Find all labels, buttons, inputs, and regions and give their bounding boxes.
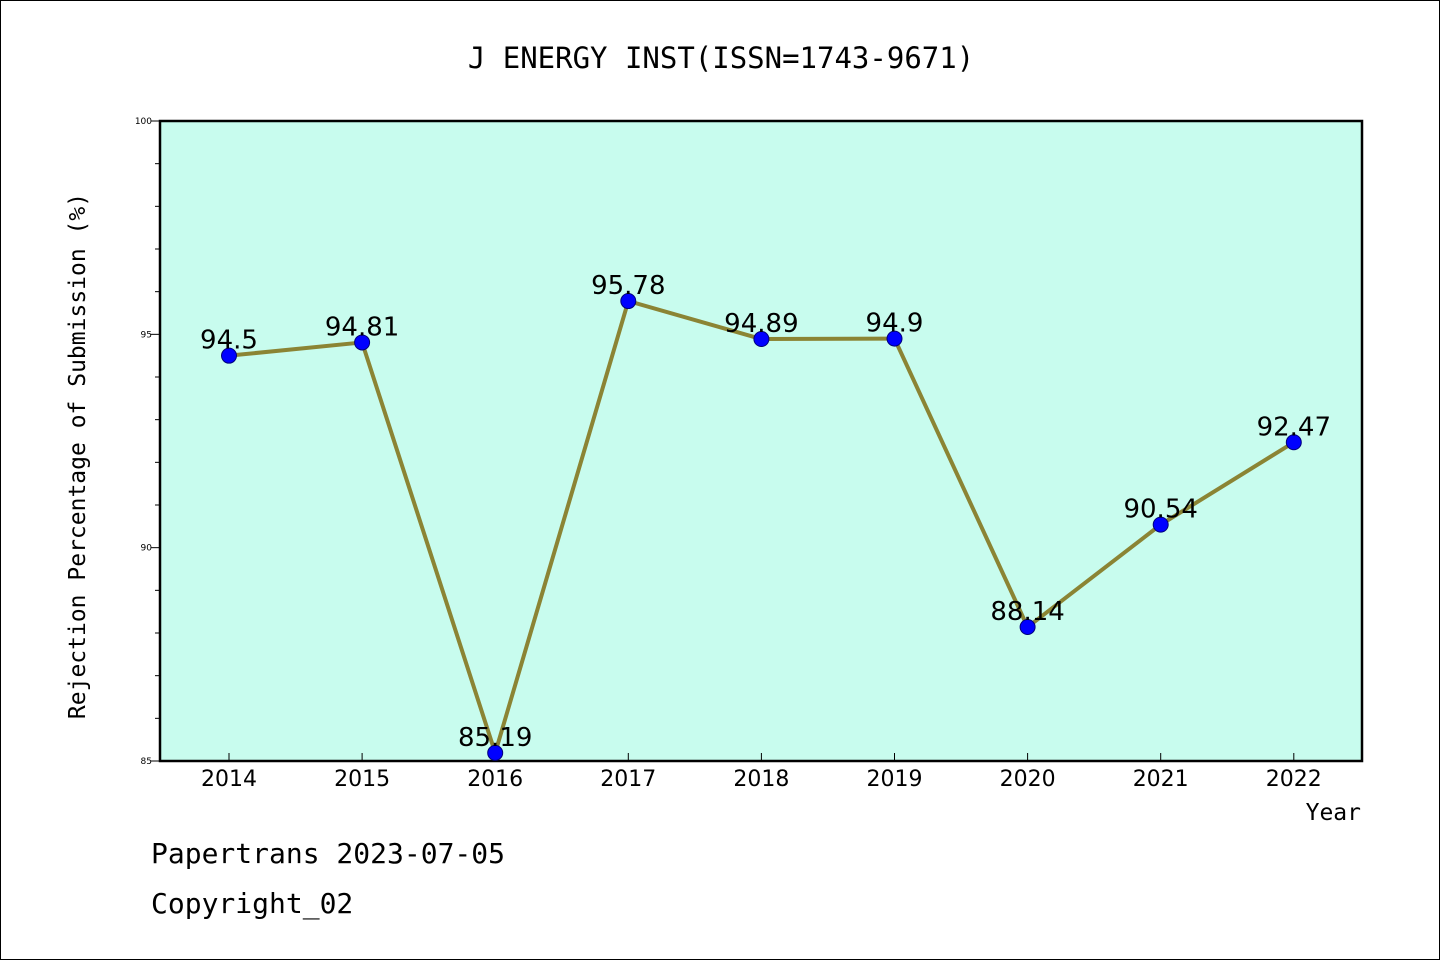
data-point <box>753 331 770 348</box>
x-tick-label: 2021 <box>1133 767 1189 792</box>
data-point <box>487 744 504 761</box>
data-point <box>1285 434 1302 451</box>
data-value-label: 92.47 <box>1257 412 1331 442</box>
x-tick-label: 2022 <box>1266 767 1322 792</box>
y-tick-label: 95 <box>141 330 152 340</box>
data-value-label: 94.9 <box>866 309 924 339</box>
data-value-label: 85.19 <box>458 723 532 753</box>
data-markers <box>221 293 1302 761</box>
x-tick-label: 2014 <box>201 767 257 792</box>
data-value-label: 94.89 <box>724 309 798 339</box>
data-value-label: 95.78 <box>591 271 665 301</box>
x-tick-label: 2017 <box>600 767 656 792</box>
footer-date-text: Papertrans 2023-07-05 <box>151 837 506 870</box>
x-axis: 2014 2015 2016 2017 2018 2019 2020 2021 2022 <box>201 753 1322 792</box>
chart-title: J ENERGY INST(ISSN=1743-9671) <box>468 41 974 75</box>
plot-area <box>158 119 1364 763</box>
data-point <box>886 330 903 347</box>
x-tick-label: 2015 <box>334 767 390 792</box>
data-value-label: 88.14 <box>990 597 1064 627</box>
x-tick-label: 2016 <box>467 767 523 792</box>
data-labels: 94.5 94.81 85.19 95.78 94.89 94.9 88.14 90.54 92… <box>200 271 1331 753</box>
data-point <box>1152 516 1169 533</box>
x-tick-label: 2018 <box>733 767 789 792</box>
y-axis: 85 90 95 100 <box>135 117 160 767</box>
x-tick-label: 2019 <box>867 767 923 792</box>
x-axis-label: Year <box>1306 800 1361 826</box>
data-point <box>620 293 637 310</box>
y-tick-label: 90 <box>141 544 153 554</box>
y-axis-label: Rejection Percentage of Submission (%) <box>65 193 91 719</box>
data-point <box>1019 619 1036 636</box>
y-tick-label: 85 <box>141 757 152 767</box>
data-value-label: 94.5 <box>200 326 258 356</box>
y-tick-label: 100 <box>135 117 152 127</box>
data-value-label: 94.81 <box>325 312 399 342</box>
data-point <box>354 334 371 351</box>
footer-copyright-text: Copyright_02 <box>151 887 354 920</box>
data-point <box>221 347 237 364</box>
x-tick-label: 2020 <box>1000 767 1056 792</box>
data-value-label: 90.54 <box>1123 495 1197 525</box>
